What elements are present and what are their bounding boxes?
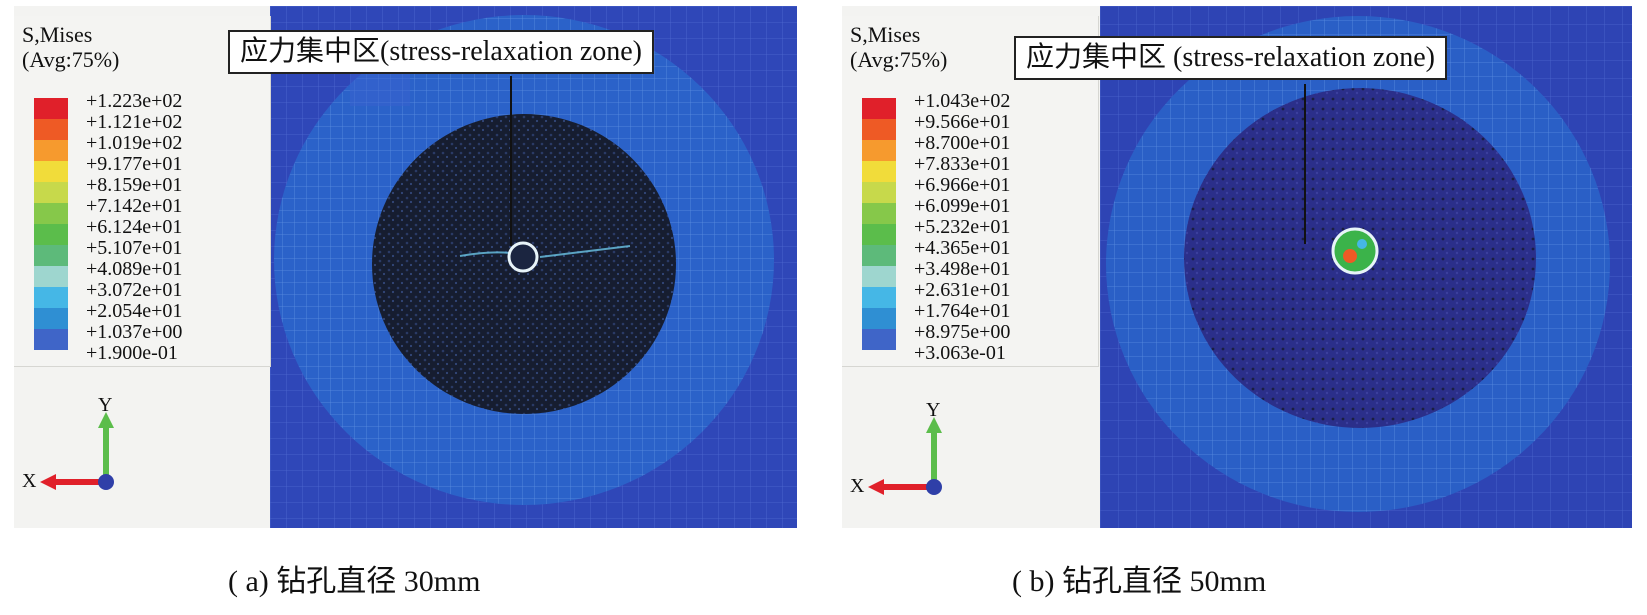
legend-value: +4.365e+01 bbox=[914, 237, 1011, 259]
legend-value: +9.177e+01 bbox=[86, 153, 183, 175]
legend-value: +2.054e+01 bbox=[86, 300, 183, 322]
axis-triad: Y X bbox=[842, 399, 962, 521]
legend-value: +1.019e+02 bbox=[86, 132, 183, 154]
legend-title: S,Mises (Avg:75%) bbox=[850, 22, 948, 72]
legend-value: +9.566e+01 bbox=[914, 111, 1011, 133]
legend-value: +1.900e-01 bbox=[86, 342, 178, 364]
stress-zone-callout: 应力集中区(stress-relaxation zone) bbox=[228, 30, 654, 74]
legend-value: +1.037e+00 bbox=[86, 321, 183, 343]
axis-y-label: Y bbox=[98, 394, 113, 416]
legend-value: +8.159e+01 bbox=[86, 174, 183, 196]
stress-contour-svg bbox=[270, 6, 797, 528]
legend-value: +5.107e+01 bbox=[86, 237, 183, 259]
stress-contour-svg bbox=[1100, 6, 1632, 528]
legend-value: +1.764e+01 bbox=[914, 300, 1011, 322]
panel-b: S,Mises (Avg:75%) +1.043e+02 +9.566e+01 … bbox=[842, 6, 1632, 528]
caption-a: ( a) 钻孔直径 30mm bbox=[228, 565, 481, 598]
legend-value: +7.142e+01 bbox=[86, 195, 183, 217]
legend-title: S,Mises (Avg:75%) bbox=[22, 22, 120, 72]
legend-value: +5.232e+01 bbox=[914, 216, 1011, 238]
legend-value: +3.072e+01 bbox=[86, 279, 183, 301]
caption-b: ( b) 钻孔直径 50mm bbox=[1012, 565, 1267, 598]
legend-value: +8.975e+00 bbox=[914, 321, 1011, 343]
legend-value: +6.099e+01 bbox=[914, 195, 1011, 217]
callout-leader-line bbox=[510, 76, 512, 246]
callout-leader-line bbox=[1304, 84, 1306, 244]
axis-x-label: X bbox=[850, 475, 865, 497]
legend-value: +3.498e+01 bbox=[914, 258, 1011, 280]
legend-value: +1.223e+02 bbox=[86, 90, 183, 112]
legend-value: +4.089e+01 bbox=[86, 258, 183, 280]
fem-contour-plot bbox=[1100, 6, 1632, 528]
stress-legend: S,Mises (Avg:75%) +1.223e+02 +1.121e+02 … bbox=[14, 16, 271, 367]
legend-value: +1.043e+02 bbox=[914, 90, 1011, 112]
legend-value: +6.966e+01 bbox=[914, 174, 1011, 196]
panel-a: S,Mises (Avg:75%) +1.223e+02 +1.121e+02 … bbox=[14, 6, 797, 528]
legend-value: +7.833e+01 bbox=[914, 153, 1011, 175]
legend-value: +8.700e+01 bbox=[914, 132, 1011, 154]
axis-y-label: Y bbox=[926, 399, 941, 421]
axis-triad: Y X bbox=[14, 394, 134, 516]
fem-contour-plot bbox=[270, 6, 797, 528]
legend-value: +1.121e+02 bbox=[86, 111, 183, 133]
legend-value: +3.063e-01 bbox=[914, 342, 1006, 364]
axis-x-label: X bbox=[22, 470, 37, 492]
legend-value: +2.631e+01 bbox=[914, 279, 1011, 301]
stress-zone-callout: 应力集中区 (stress-relaxation zone) bbox=[1014, 36, 1447, 80]
legend-value: +6.124e+01 bbox=[86, 216, 183, 238]
